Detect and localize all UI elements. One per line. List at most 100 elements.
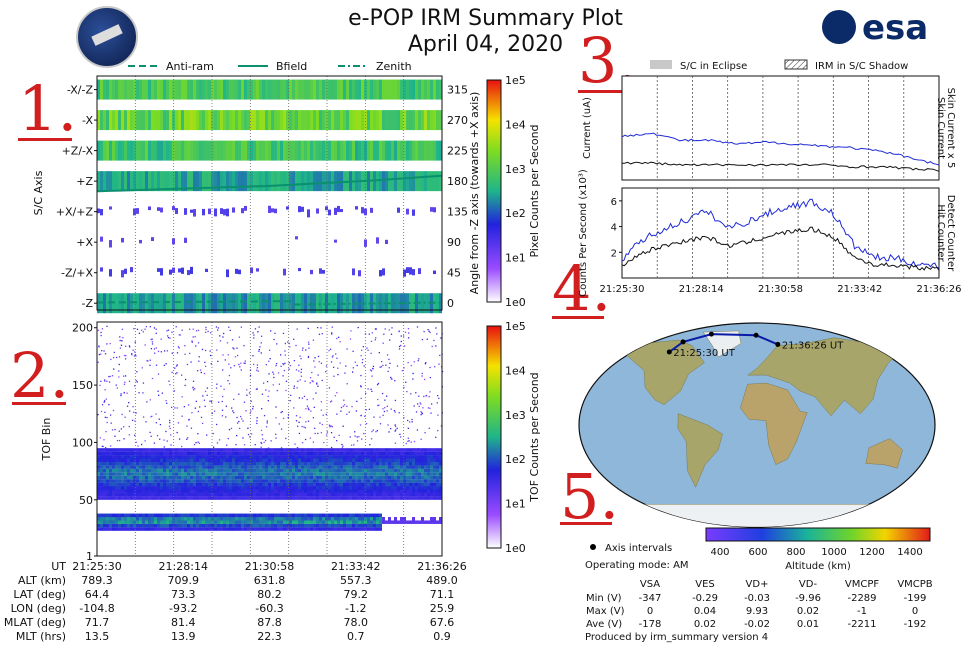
- tof-heat-cell: [427, 475, 430, 480]
- tof-heat-cell: [244, 527, 247, 531]
- tof-scatter-dot: [307, 420, 310, 422]
- tof-heat-cell: [349, 465, 352, 469]
- tof-heat-cell: [310, 451, 313, 456]
- tof-heat-cell: [334, 455, 337, 459]
- tof-heat-cell: [187, 520, 190, 524]
- sc-axis-heat-cell: [214, 171, 217, 192]
- tof-heat-cell: [178, 527, 181, 531]
- tof-scatter-dot: [144, 344, 146, 346]
- tof-heat-cell: [175, 458, 178, 462]
- tof-heat-cell: [364, 479, 367, 483]
- tof-scatter-dot: [120, 339, 122, 342]
- tof-heat-cell: [325, 479, 328, 483]
- tof-heat-cell: [358, 486, 361, 490]
- tof-heat-cell: [121, 479, 124, 483]
- tof-heat-cell: [181, 517, 184, 521]
- sc-axis-heat-cell: [166, 293, 169, 314]
- tof-scatter-dot: [345, 365, 347, 367]
- tof-heat-cell: [340, 451, 343, 456]
- tof-heat-cell: [343, 458, 346, 462]
- tof-heat-cell: [118, 489, 121, 493]
- tof-scatter-dot: [283, 369, 286, 372]
- tof-heat-cell: [301, 492, 304, 497]
- tof-scatter-dot: [390, 376, 392, 379]
- sc-axis-heat-cell: [205, 110, 208, 131]
- tof-scatter-dot: [202, 395, 204, 397]
- tof-scatter-dot: [216, 383, 218, 385]
- sc-axis-row-label: +Z: [76, 175, 93, 188]
- tof-heat-cell: [106, 482, 109, 487]
- tof-heat-cell: [439, 492, 442, 497]
- sc-axis-heat-cell: [163, 110, 166, 131]
- tof-scatter-dot: [435, 345, 437, 347]
- tof-heat-cell: [310, 482, 313, 487]
- tof-scatter-dot: [407, 337, 410, 339]
- sc-axis-heat-cell: [196, 140, 199, 161]
- tof-heat-cell: [130, 486, 133, 490]
- tof-heat-cell: [139, 468, 142, 473]
- sc-axis-heat-cell: [187, 270, 190, 276]
- tof-heat-cell: [160, 472, 163, 476]
- tof-heat-cell: [124, 492, 127, 497]
- tof-heat-cell: [373, 475, 376, 480]
- tof-heat-cell: [202, 517, 205, 521]
- tof-heat-cell: [436, 496, 439, 500]
- sc-axis-heat-cell: [136, 110, 139, 131]
- sc-axis-heat-cell: [436, 293, 439, 314]
- tof-heat-cell: [133, 448, 136, 452]
- tof-heat-cell: [373, 517, 376, 521]
- tof-heat-cell: [109, 486, 112, 490]
- sc-axis-heat-cell: [160, 171, 163, 192]
- tof-heat-cell: [121, 482, 124, 487]
- tof-heat-cell: [391, 496, 394, 500]
- tof-scatter-dot: [181, 374, 183, 376]
- tof-heat-cell: [295, 472, 298, 476]
- voltage-value: 0.02: [694, 619, 716, 630]
- tof-heat-cell: [115, 496, 118, 500]
- tof-scatter-dot: [212, 432, 214, 435]
- tof-heat-cell: [409, 455, 412, 459]
- sc-axis-heat-cell: [181, 110, 184, 131]
- tof-heat-cell: [115, 527, 118, 531]
- tof-scatter-dot: [106, 325, 108, 327]
- tof-heat-cell: [163, 479, 166, 483]
- tof-scatter-dot: [400, 436, 402, 438]
- sc-axis-heat-cell: [103, 110, 106, 131]
- sc-axis-heat-cell: [316, 208, 319, 214]
- tof-heat-cell: [208, 472, 211, 476]
- tof-heat-cell: [169, 486, 172, 490]
- tof-heat-cell: [262, 527, 265, 531]
- sc-axis-heat-cell: [382, 268, 385, 276]
- tof-heat-cell: [313, 486, 316, 490]
- tof-heat-cell: [313, 461, 316, 466]
- sc-axis-heat-cell: [334, 207, 337, 215]
- tof-scatter-dot: [296, 446, 299, 449]
- tof-heat-cell: [280, 520, 283, 524]
- tof-heat-cell: [367, 496, 370, 500]
- tof-heat-cell: [412, 458, 415, 462]
- tof-heat-cell: [145, 513, 148, 518]
- tof-heat-cell: [208, 455, 211, 459]
- tof-scatter-dot: [309, 377, 312, 379]
- tof-heat-cell: [130, 455, 133, 459]
- tof-heat-cell: [160, 455, 163, 459]
- sc-axis-heat-cell: [424, 110, 427, 131]
- tof-scatter-dot: [171, 371, 173, 374]
- tof-heat-cell: [196, 451, 199, 456]
- sc-axis-heat-cell: [109, 240, 112, 248]
- tof-heat-cell: [265, 517, 268, 521]
- tof-heat-cell: [262, 461, 265, 466]
- tof-heat-cell: [340, 458, 343, 462]
- tof-scatter-dot: [410, 364, 412, 367]
- tof-scatter-dot: [331, 356, 334, 358]
- tof-scatter-dot: [387, 424, 389, 426]
- tof-heat-cell: [433, 492, 436, 497]
- tof-heat-cell: [193, 479, 196, 483]
- tof-heat-cell: [385, 451, 388, 456]
- sc-axis-heat-cell: [280, 110, 283, 131]
- sc-axis-heat-cell: [256, 171, 259, 192]
- tof-heat-cell: [211, 475, 214, 480]
- tof-heat-cell: [310, 486, 313, 490]
- tof-heat-cell: [403, 461, 406, 466]
- tof-heat-cell: [403, 492, 406, 497]
